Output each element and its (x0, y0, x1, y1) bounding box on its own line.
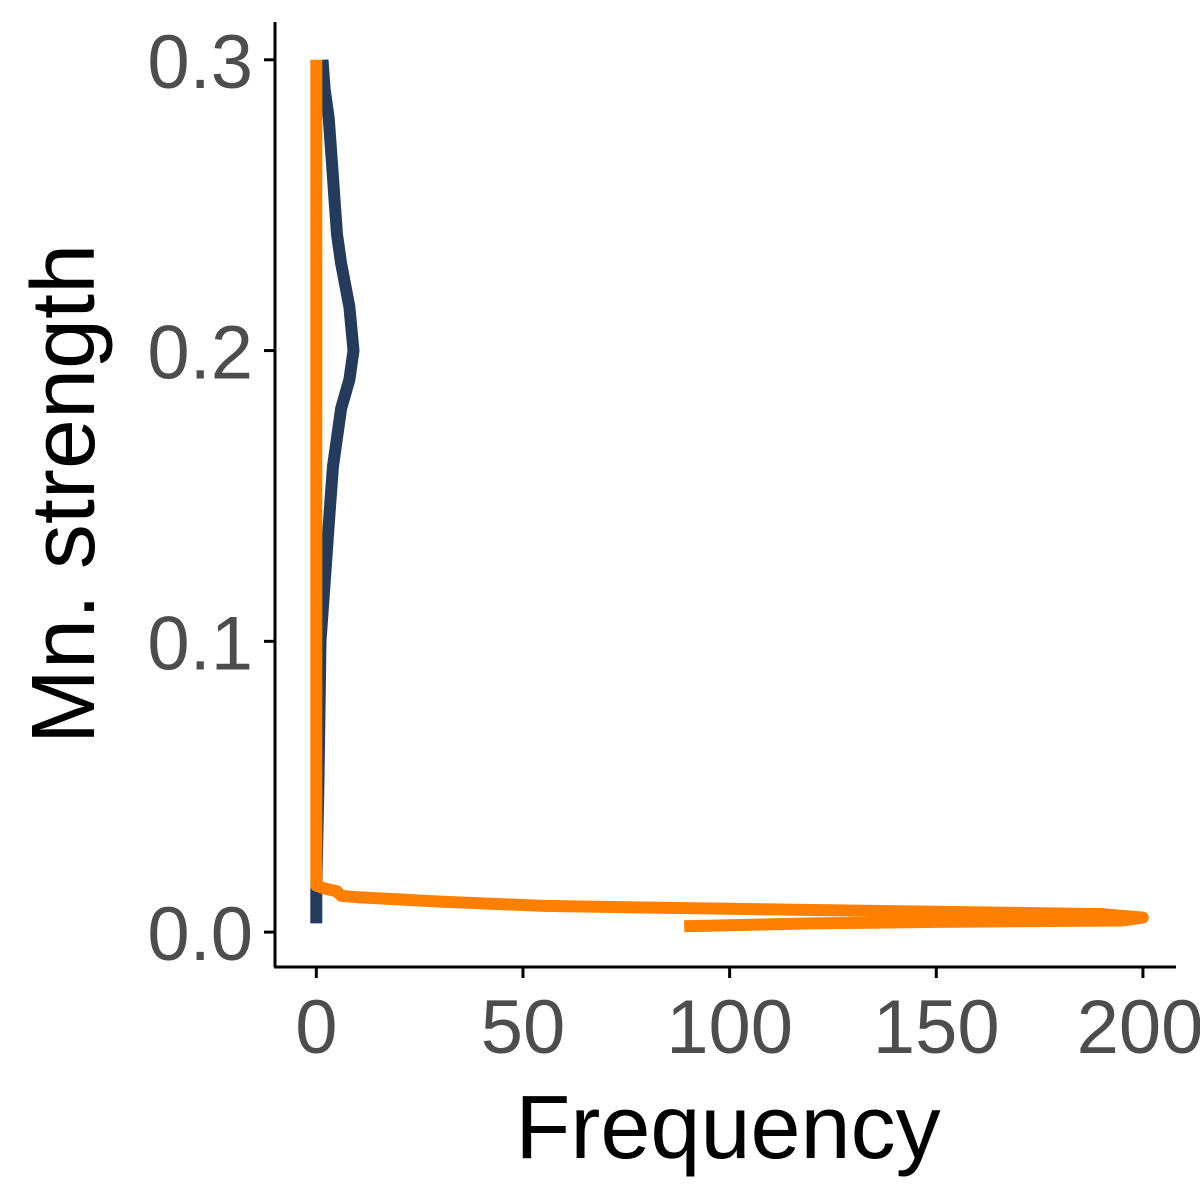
x-axis-title: Frequency (515, 1078, 940, 1178)
y-tick-label: 0.3 (147, 20, 253, 105)
y-axis-ticks: 0.0 0.1 0.2 0.3 (147, 20, 275, 977)
y-tick-label: 0.0 (147, 892, 253, 977)
y-tick-label: 0.2 (147, 311, 253, 396)
series-layer (310, 59, 1149, 933)
x-axis-ticks: 0 50 100 150 200 (295, 967, 1200, 1070)
series-line-1 (310, 59, 1149, 933)
y-tick-label: 0.1 (147, 601, 253, 686)
x-tick-label: 50 (481, 985, 566, 1070)
y-axis-title: Mn. strength (14, 244, 114, 744)
x-tick-label: 150 (873, 985, 1000, 1070)
x-tick-label: 200 (1077, 985, 1200, 1070)
x-tick-label: 0 (295, 985, 337, 1070)
x-tick-label: 100 (666, 985, 793, 1070)
